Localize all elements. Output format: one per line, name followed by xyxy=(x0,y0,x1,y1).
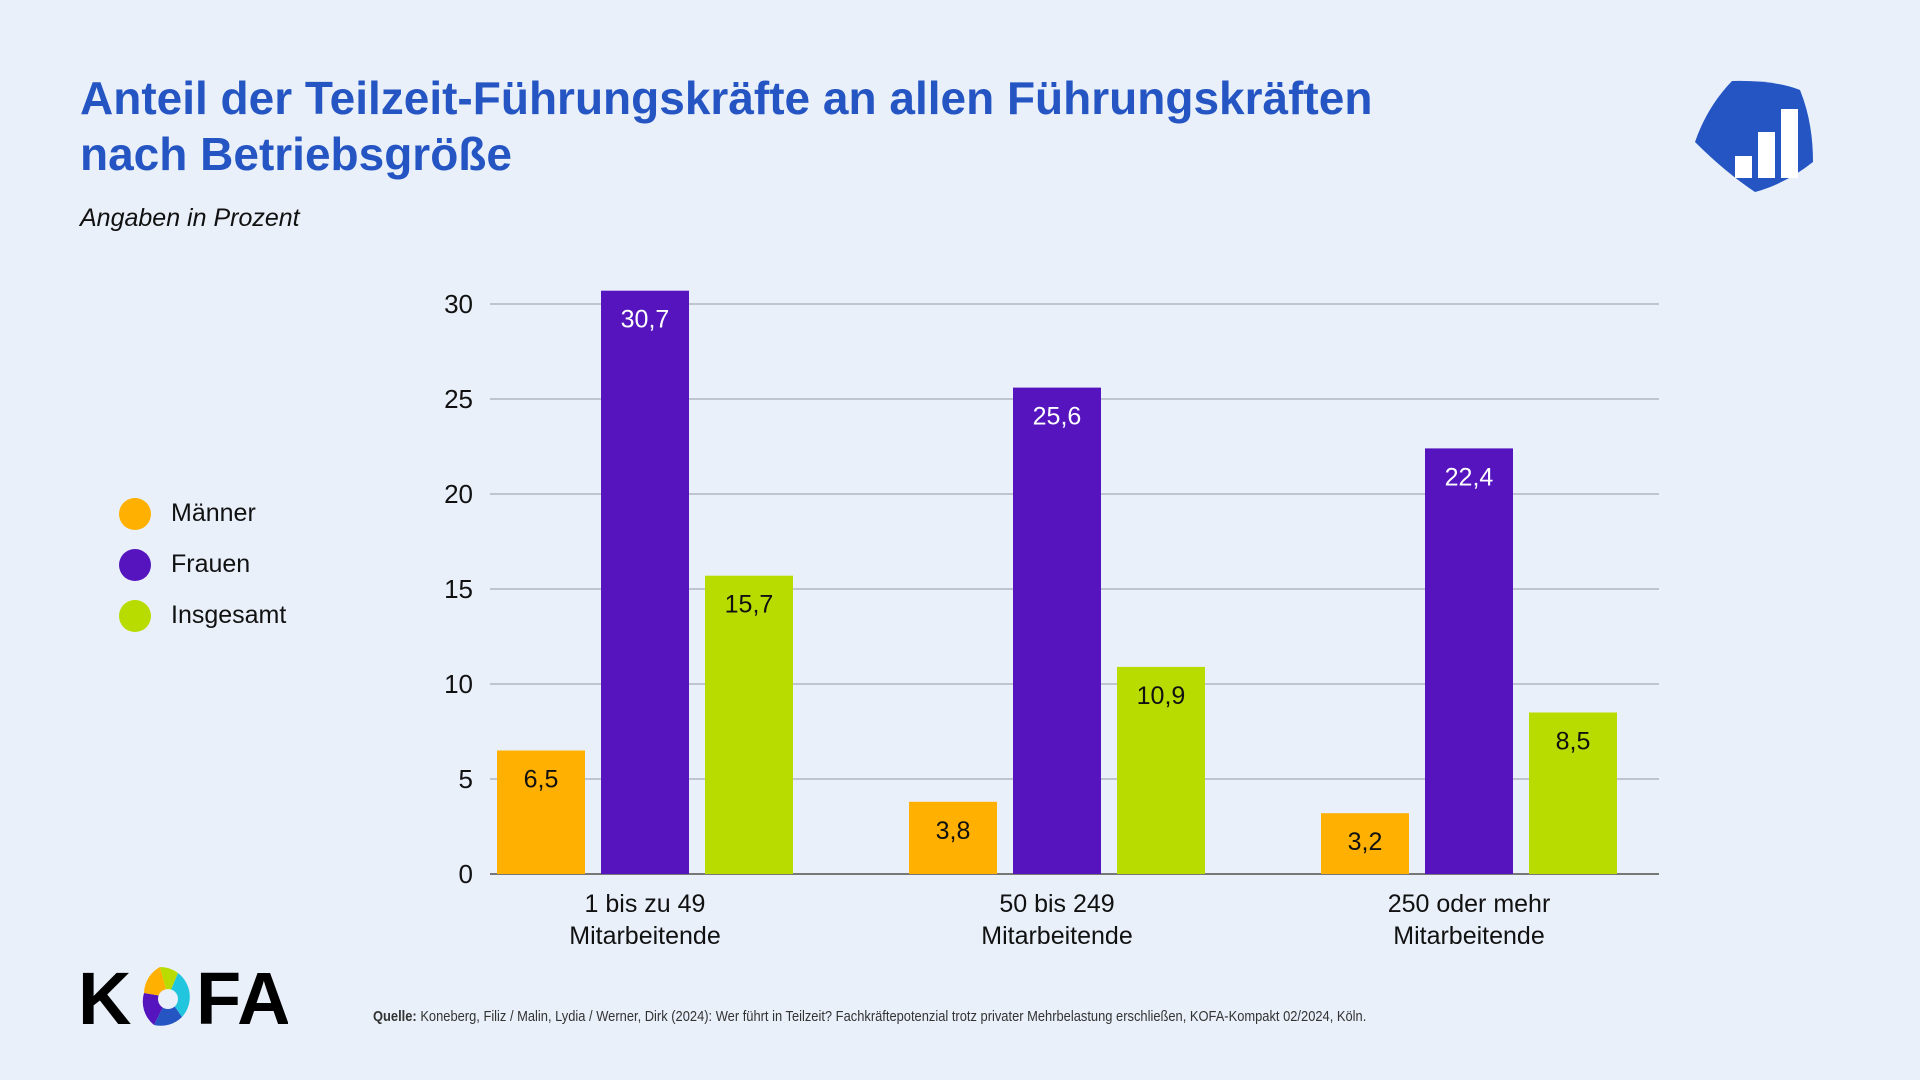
legend-swatch xyxy=(119,497,151,530)
data-label: 6,5 xyxy=(524,766,559,794)
x-tick-label: Mitarbeitende xyxy=(569,922,720,950)
title-line-2: nach Betriebsgröße xyxy=(80,128,512,180)
y-tick-label: 5 xyxy=(459,764,473,794)
x-tick-label: 50 bis 249 xyxy=(999,890,1114,918)
bar-insgesamt xyxy=(1529,712,1617,874)
y-tick-label: 25 xyxy=(444,384,473,414)
bar-insgesamt xyxy=(1117,666,1205,874)
bar-männer xyxy=(497,750,585,874)
legend-swatch xyxy=(119,548,151,581)
y-tick-label: 0 xyxy=(459,859,473,889)
y-tick-label: 10 xyxy=(444,669,473,699)
x-tick-label: 1 bis zu 49 xyxy=(585,890,706,918)
data-label: 8,5 xyxy=(1556,728,1591,756)
data-label: 3,8 xyxy=(936,817,971,845)
data-label: 3,2 xyxy=(1348,828,1383,856)
svg-text:K: K xyxy=(78,962,131,1028)
data-label: 22,4 xyxy=(1445,463,1494,491)
data-label: 10,9 xyxy=(1137,682,1186,710)
y-tick-label: 20 xyxy=(444,479,473,509)
data-label: 15,7 xyxy=(725,591,774,619)
bar-insgesamt xyxy=(705,575,793,874)
data-label: 30,7 xyxy=(621,306,670,334)
bar-frauen xyxy=(1425,448,1513,874)
source-text: Koneberg, Filiz / Malin, Lydia / Werner,… xyxy=(420,1008,1367,1025)
bar-frauen xyxy=(1013,387,1101,874)
legend-swatch xyxy=(119,599,151,632)
svg-text:FA: FA xyxy=(196,962,288,1028)
x-tick-label: Mitarbeitende xyxy=(981,922,1132,950)
bar-männer xyxy=(1321,813,1409,874)
legend-item: Männer xyxy=(119,488,286,539)
x-tick-label: Mitarbeitende xyxy=(1393,922,1544,950)
chart-badge-icon xyxy=(1695,80,1813,192)
legend-item: Frauen xyxy=(119,539,286,590)
legend-label: Insgesamt xyxy=(171,601,287,629)
legend: Männer Frauen Insgesamt xyxy=(119,488,286,641)
kofa-logo: K FA xyxy=(78,962,288,1028)
chart-title: Anteil der Teilzeit-Führungskräfte an al… xyxy=(80,70,1372,182)
y-tick-label: 30 xyxy=(444,289,473,319)
y-tick-label: 15 xyxy=(444,574,473,604)
chart-subtitle: Angaben in Prozent xyxy=(80,204,300,232)
legend-item: Insgesamt xyxy=(119,590,286,641)
x-tick-label: 250 oder mehr xyxy=(1388,890,1551,918)
source-note: Quelle: Koneberg, Filiz / Malin, Lydia /… xyxy=(373,1008,1366,1025)
source-label: Quelle: xyxy=(373,1008,417,1025)
title-line-1: Anteil der Teilzeit-Führungskräfte an al… xyxy=(80,72,1373,124)
bar-chart: 0 5 10 15 20 25 30 6,5 30,7 15,7 1 bis zu 49 Mitarb… xyxy=(444,289,1659,950)
data-label: 25,6 xyxy=(1033,403,1082,431)
legend-label: Frauen xyxy=(171,550,251,578)
bar-frauen xyxy=(601,290,689,874)
bar-männer xyxy=(909,801,997,874)
legend-label: Männer xyxy=(171,499,256,527)
